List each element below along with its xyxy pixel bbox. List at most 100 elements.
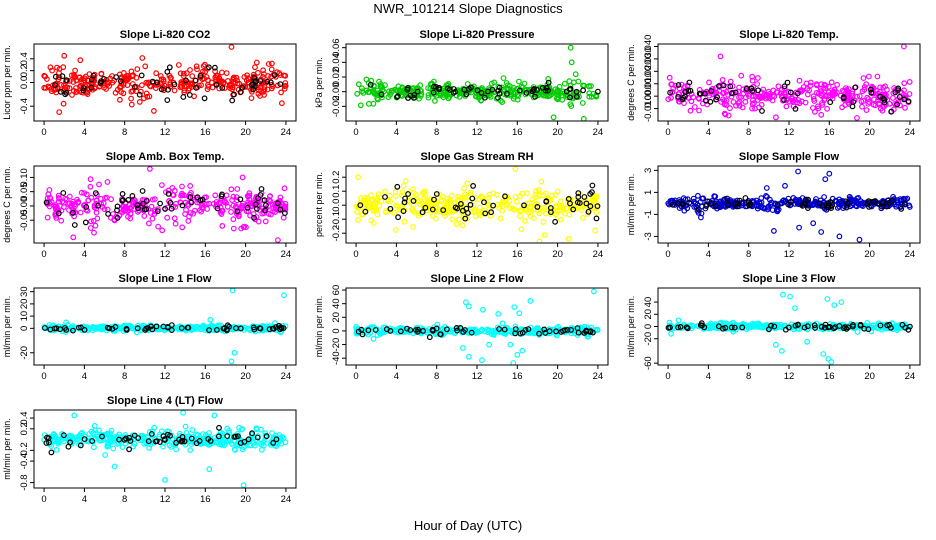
panel-ylabel: ml/min per min.	[626, 296, 636, 358]
outlier-point	[836, 233, 843, 240]
data-point	[255, 87, 262, 93]
data-point-highlight	[153, 438, 160, 445]
data-point-highlight	[784, 79, 791, 86]
data-point-highlight	[523, 89, 530, 96]
data-point-highlight	[843, 326, 850, 332]
data-point-highlight	[731, 324, 738, 331]
data-point	[456, 216, 462, 223]
data-point	[180, 73, 187, 79]
x-tick-label: 0	[665, 249, 670, 260]
data-point-highlight	[148, 323, 154, 330]
data-point	[96, 427, 102, 434]
data-point-highlight	[482, 94, 488, 101]
outlier-point	[818, 111, 825, 118]
data-point-highlight	[199, 196, 206, 203]
data-point	[560, 88, 566, 95]
data-point	[47, 195, 54, 202]
data-point	[738, 322, 745, 329]
data-point	[723, 88, 730, 95]
y-tick-label: 0.020	[643, 59, 654, 83]
data-point	[95, 433, 101, 440]
x-tick-label: 12	[472, 249, 483, 260]
data-point	[160, 76, 167, 83]
data-point-highlight	[732, 200, 739, 207]
data-point	[244, 72, 251, 79]
data-point-highlight	[241, 438, 248, 445]
panel-ylabel: degrees C per min.	[626, 44, 636, 121]
data-point	[87, 225, 94, 231]
data-point-highlight	[197, 197, 204, 204]
data-point-highlight	[161, 436, 168, 443]
data-point-highlight	[501, 326, 508, 333]
data-point	[727, 78, 734, 85]
data-point	[796, 77, 803, 84]
data-point-highlight	[81, 436, 88, 443]
outlier-point	[70, 234, 77, 241]
data-point-highlight	[426, 334, 433, 341]
outlier-point	[486, 341, 493, 348]
data-point	[393, 193, 399, 200]
data-point	[557, 216, 564, 223]
data-point	[749, 77, 756, 84]
y-tick-label: -20	[331, 338, 342, 352]
data-point	[149, 215, 156, 222]
data-point-highlight	[114, 207, 120, 214]
data-point-highlight	[828, 205, 835, 212]
data-point	[445, 95, 452, 102]
data-point-highlight	[206, 327, 213, 334]
data-point-highlight	[458, 200, 464, 207]
x-tick-label: 4	[394, 127, 399, 138]
y-tick-label: 0.030	[643, 47, 654, 71]
panel-title: Slope Sample Flow	[739, 151, 840, 163]
data-point-highlight	[881, 96, 888, 103]
data-point	[228, 186, 235, 193]
data-point-highlight	[173, 439, 180, 446]
data-point	[519, 190, 526, 197]
data-point	[66, 200, 73, 207]
data-point	[371, 82, 377, 89]
data-point	[758, 323, 765, 330]
data-point	[711, 193, 718, 200]
data-point-highlight	[167, 432, 173, 439]
x-tick-label: 8	[434, 249, 439, 260]
data-point	[146, 445, 153, 451]
outlier-point	[771, 227, 777, 234]
data-point-highlight	[805, 196, 811, 203]
data-point-highlight	[270, 325, 276, 332]
x-tick-label: 24	[281, 127, 292, 138]
data-point-highlight	[521, 202, 527, 209]
data-point-highlight	[154, 208, 161, 215]
x-tick-label: 8	[122, 127, 127, 138]
panel-title: Slope Line 4 (LT) Flow	[107, 395, 223, 407]
data-point	[63, 319, 69, 326]
data-point-highlight	[525, 326, 532, 333]
outlier-point	[507, 341, 514, 348]
data-point-highlight	[570, 206, 577, 213]
data-point	[534, 200, 540, 207]
data-point-highlight	[214, 205, 221, 212]
data-point-highlight	[430, 83, 437, 90]
outlier-point	[510, 360, 517, 365]
data-point-highlight	[585, 208, 592, 215]
data-point	[863, 81, 870, 88]
data-point	[91, 422, 98, 429]
data-point	[520, 204, 527, 211]
data-point	[486, 327, 493, 334]
data-point-highlight	[135, 205, 141, 212]
y-tick-label: 0.0	[19, 76, 30, 89]
data-point	[392, 227, 399, 233]
points	[43, 166, 289, 243]
data-point-highlight	[589, 189, 595, 196]
points	[353, 288, 601, 365]
x-tick-label: 8	[746, 249, 751, 260]
data-point	[193, 63, 200, 70]
data-point	[522, 217, 528, 224]
data-point	[580, 214, 586, 221]
data-point	[676, 197, 683, 203]
data-point-highlight	[261, 197, 268, 204]
panel-title: Slope Line 1 Flow	[119, 273, 212, 285]
outlier-point	[527, 298, 534, 304]
data-point	[464, 180, 471, 187]
data-point-highlight	[119, 197, 126, 204]
data-point	[697, 198, 704, 205]
